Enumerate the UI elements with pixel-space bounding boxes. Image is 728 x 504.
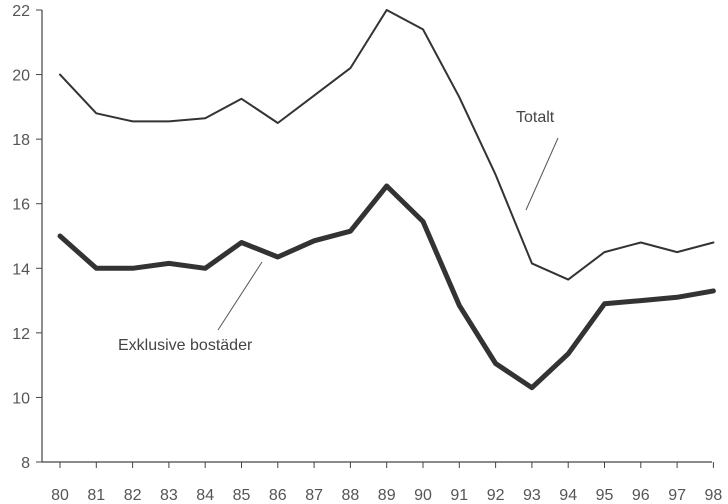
x-tick-label: 82 (124, 487, 142, 504)
x-tick-label: 86 (269, 487, 287, 504)
y-tick-label: 10 (12, 390, 30, 407)
x-tick-label: 85 (233, 487, 251, 504)
x-tick-label: 94 (559, 487, 577, 504)
x-tick-label: 95 (596, 487, 614, 504)
y-tick-label: 8 (21, 455, 30, 472)
y-axis: 8 10 12 14 16 18 20 22 (12, 3, 43, 472)
series-label-exklusive-bostader: Exklusive bostäder (118, 337, 253, 354)
y-tick-label: 20 (12, 68, 30, 85)
y-tick-label: 12 (12, 326, 30, 343)
y-tick-label: 22 (12, 3, 30, 20)
x-tick-label: 91 (450, 487, 468, 504)
x-tick-label: 88 (342, 487, 360, 504)
totalt-leader-line (525, 137, 559, 211)
x-tick-label: 84 (196, 487, 214, 504)
x-tick-label: 98 (705, 487, 723, 504)
annotations: Totalt Exklusive bostäder (118, 109, 559, 354)
series-label-totalt: Totalt (516, 109, 555, 126)
x-tick-label: 87 (305, 487, 323, 504)
x-tick-label: 81 (87, 487, 105, 504)
x-tick-label: 90 (414, 487, 432, 504)
x-axis: 80 81 82 83 84 85 86 87 88 89 90 91 92 93 94 95 96 97 98 (42, 461, 723, 504)
x-tick-label: 93 (523, 487, 541, 504)
y-tick-label: 18 (12, 132, 30, 149)
y-tick-label: 16 (12, 197, 30, 214)
series-layer (57, 9, 716, 391)
series-line-totalt (59, 9, 715, 281)
x-tick-label: 80 (51, 487, 69, 504)
series-line-exklusive-bost-der (57, 183, 716, 391)
exklusive-bostader-leader-line (217, 261, 263, 331)
y-tick-label: 14 (12, 261, 30, 278)
x-tick-label: 89 (378, 487, 396, 504)
x-tick-label: 92 (487, 487, 505, 504)
x-tick-label: 97 (668, 487, 686, 504)
x-tick-label: 83 (160, 487, 178, 504)
x-tick-label: 96 (632, 487, 650, 504)
